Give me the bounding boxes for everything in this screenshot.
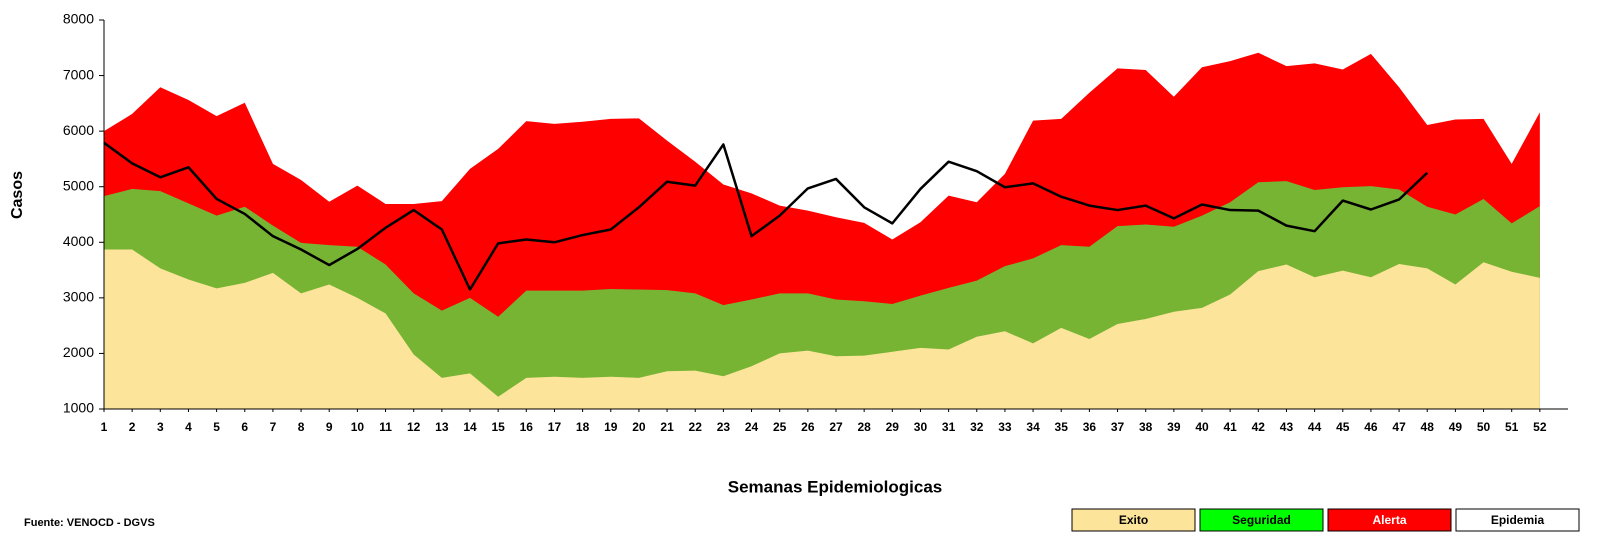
x-tick-label: 48: [1421, 420, 1435, 434]
x-tick-label: 50: [1477, 420, 1491, 434]
legend-swatch: [1455, 508, 1580, 532]
area: [104, 249, 1540, 409]
y-tick-label: 4000: [63, 233, 94, 249]
legend-swatch: [1199, 508, 1324, 532]
x-tick-label: 6: [241, 420, 248, 434]
x-tick-label: 20: [632, 420, 646, 434]
x-tick-label: 47: [1392, 420, 1406, 434]
x-tick-label: 14: [463, 420, 477, 434]
line: [103, 141, 1429, 291]
x-tick-label: 43: [1280, 420, 1294, 434]
legend-label: Seguridad: [1232, 513, 1291, 527]
plot-area: [103, 52, 1540, 410]
x-tick-label: 3: [157, 420, 164, 434]
x-tick-label: 38: [1139, 420, 1153, 434]
x-tick-label: 4: [185, 420, 192, 434]
x-tick-label: 32: [970, 420, 984, 434]
x-tick-label: 17: [548, 420, 562, 434]
x-tick-label: 31: [942, 420, 956, 434]
x-tick-label: 16: [520, 420, 534, 434]
x-tick-label: 30: [914, 420, 928, 434]
x-tick-label: 15: [491, 420, 505, 434]
x-tick-label: 13: [435, 420, 449, 434]
x-tick-label: 33: [998, 420, 1012, 434]
x-tick-label: 35: [1055, 420, 1069, 434]
y-tick-label: 6000: [63, 122, 94, 138]
x-tick-label: 26: [801, 420, 815, 434]
x-tick-label: 34: [1026, 420, 1040, 434]
x-tick-label: 11: [379, 420, 392, 434]
y-tick-label: 5000: [63, 177, 94, 193]
x-tick-label: 25: [773, 420, 787, 434]
x-tick-label: 40: [1195, 420, 1209, 434]
x-tick-label: 46: [1364, 420, 1378, 434]
x-tick-label: 29: [886, 420, 900, 434]
x-tick-label: 23: [717, 420, 731, 434]
y-tick-label: 8000: [63, 11, 94, 27]
y-tick-label: 1000: [63, 400, 94, 416]
legend-swatch: [1071, 508, 1196, 532]
x-tick-label: 10: [351, 420, 365, 434]
x-tick-label: 2: [129, 420, 136, 434]
legend-label: Exito: [1119, 513, 1148, 527]
x-tick-label: 28: [857, 420, 871, 434]
x-tick-label: 5: [213, 420, 220, 434]
x-tick-label: 22: [689, 420, 703, 434]
x-tick-label: 7: [270, 420, 277, 434]
x-tick-label: 12: [407, 420, 421, 434]
x-tick-label: 52: [1533, 420, 1547, 434]
x-tick-label: 9: [326, 420, 333, 434]
x-tick-label: 41: [1223, 420, 1237, 434]
x-tick-label: 44: [1308, 420, 1322, 434]
source-note: Fuente: VENOCD - DGVS: [24, 517, 155, 529]
x-tick-label: 21: [660, 420, 674, 434]
x-axis-title: Semanas Epidemiologicas: [728, 477, 942, 496]
y-tick-label: 2000: [63, 344, 94, 360]
x-tick-label: 39: [1167, 420, 1181, 434]
y-tick-label: 7000: [63, 66, 94, 82]
x-tick-label: 45: [1336, 420, 1350, 434]
x-tick-label: 37: [1111, 420, 1125, 434]
x-tick-label: 42: [1252, 420, 1266, 434]
y-tick-label: 3000: [63, 289, 94, 305]
x-tick-label: 8: [298, 420, 305, 434]
x-tick-label: 36: [1083, 420, 1097, 434]
legend-label: Alerta: [1372, 513, 1406, 527]
x-tick-label: 27: [829, 420, 843, 434]
legend-label: Epidemia: [1491, 513, 1545, 527]
x-tick-label: 18: [576, 420, 590, 434]
x-tick-label: 51: [1505, 420, 1519, 434]
legend-swatch: [1327, 508, 1452, 532]
x-tick-label: 24: [745, 420, 759, 434]
x-tick-label: 19: [604, 420, 618, 434]
y-axis-title: Casos: [9, 171, 26, 219]
x-tick-label: 1: [101, 420, 108, 434]
x-tick-label: 49: [1449, 420, 1463, 434]
